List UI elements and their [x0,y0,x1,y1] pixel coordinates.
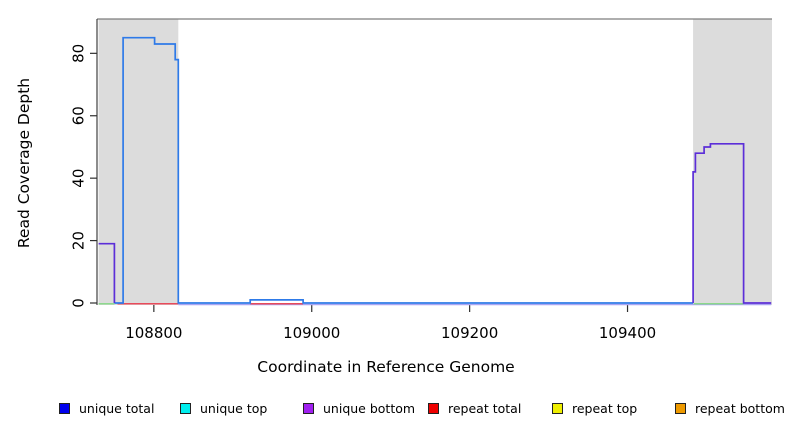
legend-swatch-unique-bottom [303,402,314,414]
y-tick-label: 80 [70,44,88,63]
x-tick-label: 109200 [441,324,498,342]
series-unique-total-plus-bottom-strand-coverage [98,242,116,303]
x-tick-label: 109400 [599,324,656,342]
legend: unique total unique top unique bottom repea… [0,398,792,420]
legend-swatch-unique-total [59,402,70,414]
y-tick-label: 40 [70,169,88,188]
legend-label: unique top [200,400,268,416]
legend-item-unique-top: unique top [180,398,267,418]
legend-item-unique-total: unique total [59,398,154,418]
legend-label: repeat top [572,400,638,416]
legend-swatch-repeat-total [428,402,439,414]
shaded-region-right [693,19,772,305]
legend-label: unique total [79,400,155,416]
y-tick-label: 20 [70,231,88,250]
x-tick-label: 108800 [125,324,182,342]
plot-area: 0 20 40 60 80 108800 109000 109200 109400 [70,18,772,342]
series-unique-total-plus-top-strand-coverage [114,36,694,304]
y-axis-title: Read Coverage Depth [15,77,33,249]
legend-item-repeat-bottom: repeat bottom [675,398,785,418]
legend-swatch-repeat-top [552,402,563,414]
legend-label: unique bottom [323,400,416,416]
legend-swatch-repeat-bottom [675,402,686,414]
legend-item-repeat-top: repeat top [552,398,637,418]
legend-item-unique-bottom: unique bottom [303,398,415,418]
legend-label: repeat bottom [695,400,785,416]
legend-swatch-unique-top [180,402,191,414]
x-axis-title: Coordinate in Reference Genome [257,358,515,376]
legend-label: repeat total [448,400,522,416]
series-unique-total-plus-bottom-strand-coverage [692,142,772,304]
x-tick-label: 109000 [283,324,340,342]
shaded-region-left [98,19,179,305]
y-tick-label: 60 [70,106,88,125]
legend-item-repeat-total: repeat total [428,398,521,418]
y-tick-label: 0 [70,298,88,308]
